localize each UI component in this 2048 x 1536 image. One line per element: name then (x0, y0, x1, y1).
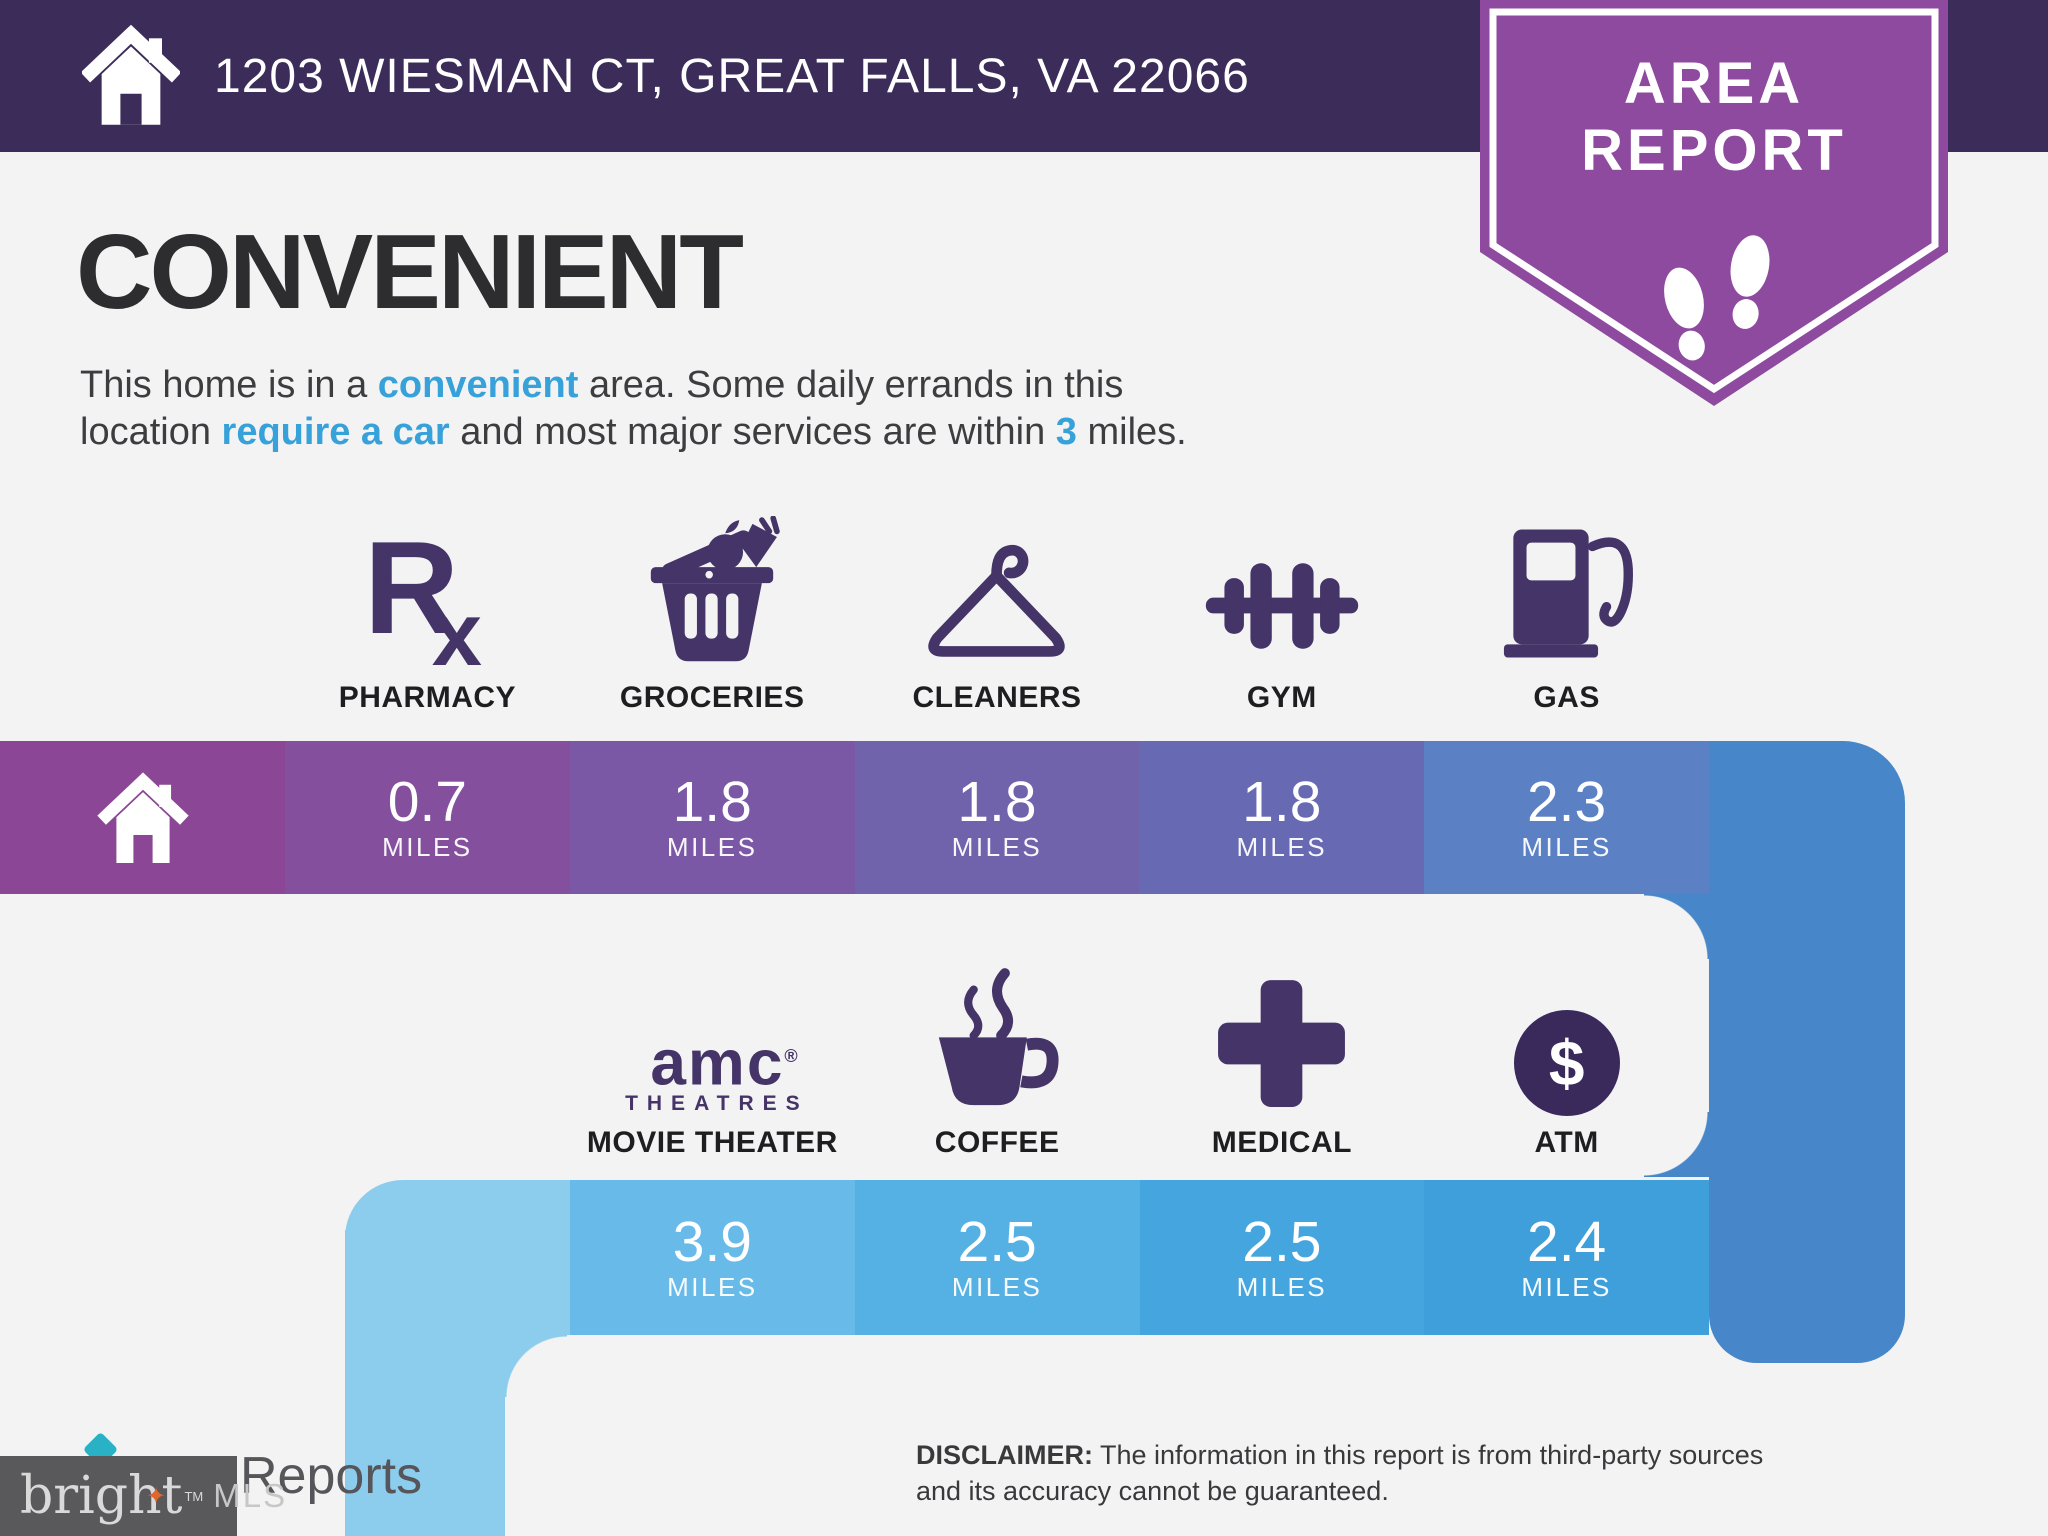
amc-theatres-logo: amc® THEATRES (625, 1028, 800, 1116)
area-report-badge: AREA REPORT (1480, 0, 1948, 406)
distance-unit: MILES (951, 1272, 1043, 1302)
dollar-symbol: $ (1548, 1027, 1585, 1099)
gym-dumbbell-icon (1197, 541, 1367, 671)
star-icon: ✦ (146, 1483, 167, 1510)
description-accent: require a car (221, 411, 450, 453)
coffee-cup-icon (915, 966, 1080, 1116)
atm-dollar-icon: $ (1513, 1010, 1620, 1116)
distance-segment-groceries: 1.8 MILES (569, 741, 855, 894)
amenity-label: GYM (1246, 681, 1317, 714)
svg-text:x: x (432, 584, 482, 671)
distance-value: 1.8 (1242, 770, 1322, 834)
description-part: This home is in a (80, 364, 378, 406)
home-segment (0, 741, 285, 894)
distance-segment-atm: 2.4 MILES (1424, 1180, 1709, 1335)
distance-segment-medical: 2.5 MILES (1139, 1180, 1425, 1335)
distance-value: 1.8 (672, 770, 752, 834)
amenity-label: MEDICAL (1211, 1126, 1352, 1159)
distance-segment-movie-theater: 3.9 MILES (570, 1180, 855, 1335)
gas-pump-icon (1487, 516, 1647, 671)
amc-theatres-text: THEATRES (625, 1092, 809, 1115)
distance-segment-coffee: 2.5 MILES (854, 1180, 1140, 1335)
amenity-label: GAS (1533, 681, 1600, 714)
amenity-label: GROCERIES (619, 681, 805, 714)
description-part: and most major services are within (449, 411, 1056, 453)
pharmacy-rx-icon: R x (347, 516, 507, 671)
distance-value: 3.9 (672, 1210, 752, 1274)
amenity-label: ATM (1534, 1126, 1599, 1159)
medical-cross-icon (1209, 971, 1354, 1116)
distance-segment-cleaners: 1.8 MILES (854, 741, 1140, 894)
distance-value: 0.7 (387, 770, 468, 834)
distance-value: 2.5 (957, 1210, 1037, 1274)
distance-value: 1.8 (957, 770, 1037, 834)
amenity-label: MOVIE THEATER (586, 1126, 838, 1159)
connector-fillet (505, 1335, 567, 1397)
badge-line2: REPORT (1581, 118, 1847, 183)
partial-logo-text: Reports (240, 1447, 423, 1505)
amenity-label: CLEANERS (912, 681, 1082, 714)
distance-segment-gas: 2.3 MILES (1424, 741, 1709, 894)
distance-bar-2: 3.9 MILES 2.5 MILES 2.5 MILES 2.4 MILES (345, 1180, 1709, 1335)
amenity-groceries: GROCERIES (570, 516, 855, 715)
amenity-label: PHARMACY (338, 681, 517, 714)
distance-unit: MILES (1521, 1272, 1612, 1302)
distance-unit: MILES (382, 832, 473, 862)
badge-line1: AREA (1624, 51, 1804, 116)
svg-text:R: R (364, 516, 459, 661)
home-icon (82, 24, 180, 125)
home-icon (96, 771, 189, 863)
mls-text: MLS (213, 1477, 288, 1514)
distance-segment-gym: 1.8 MILES (1139, 741, 1425, 894)
amenity-gas: GAS (1424, 529, 1709, 715)
brightmls-wordmark: bright (20, 1466, 183, 1526)
page-title: CONVENIENT (76, 213, 744, 331)
amenity-gym: GYM (1139, 530, 1424, 715)
groceries-basket-icon (632, 516, 792, 671)
property-address: 1203 WIESMAN CT, GREAT FALLS, VA 22066 (214, 49, 1250, 103)
description-accent: 3 (1055, 411, 1077, 453)
distance-unit: MILES (1236, 832, 1328, 862)
distance-value: 2.5 (1242, 1210, 1322, 1274)
description-part: miles. (1076, 411, 1187, 453)
amenity-medical: MEDICAL (1140, 942, 1425, 1160)
connector-fillet (1644, 894, 1709, 959)
snake-connector-right (1709, 741, 1905, 1363)
distance-bar-1: 0.7 MILES 1.8 MILES 1.8 MILES 1.8 MILES … (0, 741, 1709, 894)
amenity-cleaners: CLEANERS (855, 530, 1140, 715)
bar2-tail-segment (345, 1180, 570, 1335)
amenity-atm: $ ATM (1424, 942, 1709, 1160)
distance-unit: MILES (666, 832, 758, 862)
distance-unit: MILES (1521, 832, 1612, 862)
amenity-row-1: R x PHARMACY (285, 516, 1709, 715)
cleaners-hanger-icon (914, 531, 1079, 671)
description-accent: convenient (377, 364, 579, 406)
amenity-row-2: amc® THEATRES MOVIE THEATER COFFEE (570, 942, 1709, 1160)
distance-segment-pharmacy: 0.7 MILES (285, 741, 570, 894)
amc-registered-mark: ® (784, 1045, 800, 1066)
amenity-label: COFFEE (934, 1126, 1060, 1159)
disclaimer-text: DISCLAIMER: The information in this repo… (916, 1437, 1796, 1509)
description-text: This home is in a convenient area. Some … (80, 362, 1480, 456)
distance-unit: MILES (667, 1272, 758, 1302)
disclaimer-label: DISCLAIMER: (916, 1440, 1093, 1470)
disclaimer-body: The information in this report is from t… (916, 1440, 1764, 1506)
connector-fillet (1644, 1112, 1709, 1177)
amenity-movie-theater: amc® THEATRES MOVIE THEATER (570, 942, 855, 1160)
trademark-symbol: TM (184, 1488, 204, 1504)
distance-value: 2.4 (1527, 1210, 1607, 1274)
amenity-pharmacy: R x PHARMACY (285, 516, 570, 715)
distance-value: 2.3 (1526, 770, 1607, 834)
footprints-icon (1664, 235, 1770, 361)
amenity-coffee: COFFEE (855, 942, 1140, 1160)
distance-unit: MILES (1236, 1272, 1328, 1302)
description-part: area. Some daily errands in this (578, 364, 1124, 406)
brightmls-logo: bright TM MLS ✦ (0, 1456, 285, 1536)
amc-wordmark: amc (650, 1026, 785, 1098)
description-part: location (80, 411, 222, 453)
distance-unit: MILES (951, 832, 1043, 862)
